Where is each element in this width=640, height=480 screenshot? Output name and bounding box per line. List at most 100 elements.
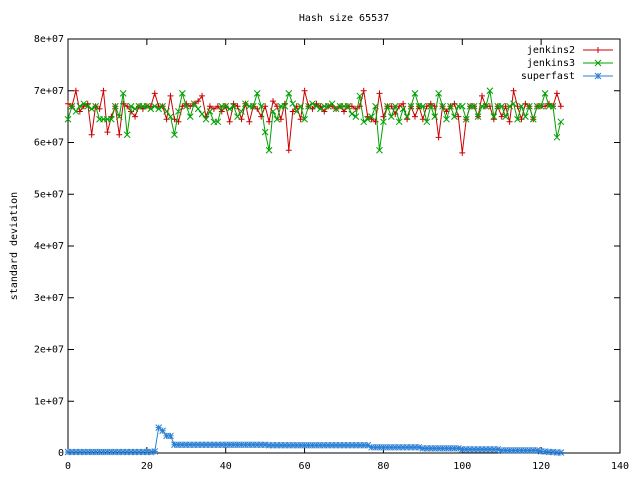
point-marker (435, 89, 442, 97)
point-marker (364, 441, 372, 449)
point-marker (451, 444, 458, 452)
point-marker (249, 441, 257, 449)
point-marker (214, 103, 221, 110)
point-marker (391, 443, 399, 451)
point-marker (439, 444, 446, 452)
x-tick-label: 60 (299, 461, 311, 472)
point-marker (391, 102, 399, 110)
point-marker (163, 108, 170, 115)
point-marker (210, 441, 218, 449)
point-marker (336, 441, 344, 449)
point-marker (458, 446, 466, 453)
point-marker (68, 448, 76, 456)
point-marker (119, 448, 127, 456)
y-tick-label: 7e+07 (34, 86, 64, 97)
y-axis-label: standard deviation (9, 192, 20, 300)
x-tick-label: 20 (141, 461, 153, 472)
point-marker (190, 441, 198, 449)
point-marker (510, 87, 517, 94)
point-marker (179, 103, 186, 110)
point-marker (226, 105, 234, 113)
point-marker (372, 102, 379, 110)
point-marker (356, 441, 364, 449)
point-marker (262, 103, 269, 110)
point-marker (439, 102, 446, 110)
point-marker (261, 128, 269, 136)
point-marker (415, 443, 423, 451)
point-marker (253, 441, 261, 449)
point-marker (360, 87, 367, 94)
point-marker (502, 103, 509, 110)
point-marker (557, 103, 564, 110)
point-marker (230, 441, 237, 449)
point-marker (218, 441, 226, 449)
point-marker (466, 446, 474, 453)
point-marker (458, 102, 466, 110)
point-marker (297, 102, 304, 110)
point-marker (407, 102, 415, 110)
y-tick-label: 4e+07 (34, 241, 64, 252)
point-marker (206, 441, 214, 449)
point-marker (242, 100, 249, 108)
point-marker (360, 118, 368, 126)
point-marker (431, 444, 439, 452)
point-marker (72, 448, 80, 456)
point-marker (313, 441, 320, 449)
point-marker (316, 441, 324, 449)
point-marker (443, 115, 450, 123)
point-marker (163, 432, 170, 440)
point-marker (510, 100, 517, 108)
point-marker (529, 447, 537, 454)
point-marker (313, 102, 320, 110)
point-marker (553, 449, 561, 456)
point-marker (111, 448, 119, 456)
point-marker (178, 89, 186, 97)
point-marker (301, 441, 308, 449)
point-marker (281, 102, 289, 110)
point-marker (88, 448, 96, 456)
y-tick-label: 3e+07 (34, 293, 64, 304)
point-marker (76, 102, 84, 110)
point-marker (293, 108, 301, 115)
point-marker (435, 444, 442, 452)
point-marker (285, 441, 293, 449)
point-marker (80, 448, 88, 456)
point-marker (455, 113, 462, 120)
point-marker (305, 441, 312, 449)
point-marker (549, 102, 557, 110)
point-marker (127, 448, 135, 456)
point-marker (431, 113, 439, 120)
point-marker (261, 441, 269, 449)
point-marker (222, 102, 230, 110)
point-marker (502, 113, 510, 120)
point-marker (344, 102, 352, 110)
point-marker (525, 447, 533, 454)
point-marker (447, 102, 454, 110)
point-marker (372, 443, 379, 451)
point-marker (537, 102, 545, 110)
point-marker (194, 105, 202, 113)
point-marker (108, 115, 115, 123)
point-marker (155, 424, 163, 431)
point-marker (96, 448, 103, 456)
point-marker (510, 447, 517, 454)
point-marker (522, 447, 529, 454)
point-marker (143, 102, 151, 110)
point-marker (553, 133, 561, 141)
legend-marker (595, 47, 601, 53)
point-marker (222, 441, 230, 449)
point-marker (498, 113, 505, 120)
point-marker (293, 441, 301, 449)
point-marker (175, 108, 182, 115)
point-marker (253, 89, 261, 97)
point-marker (297, 116, 304, 123)
point-marker (76, 448, 84, 456)
point-marker (525, 102, 533, 110)
point-marker (522, 113, 529, 120)
legend-marker (594, 59, 602, 67)
point-marker (92, 448, 99, 456)
point-marker (198, 441, 206, 449)
point-marker (257, 102, 265, 110)
